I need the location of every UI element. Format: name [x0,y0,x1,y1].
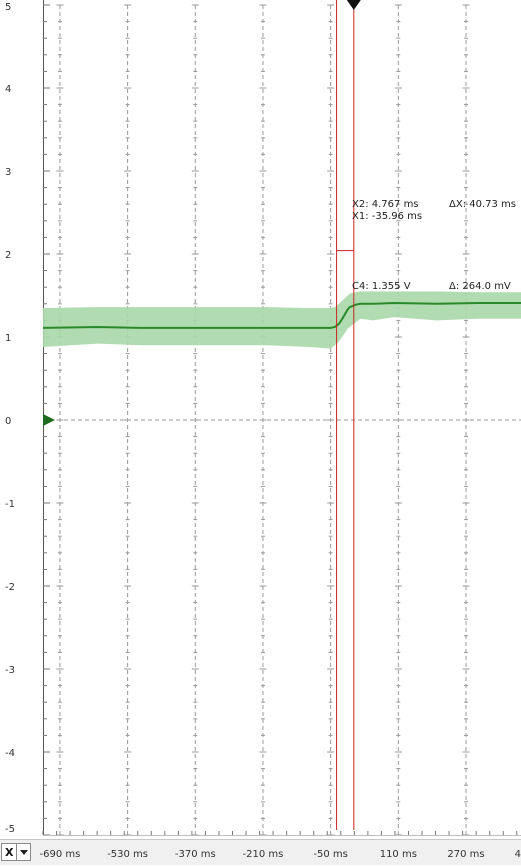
x-tick-label: -530 ms [107,849,148,860]
y-tick-label: 1 [5,333,11,344]
x-tick-labels: -690 ms -530 ms -370 ms -210 ms -50 ms 110 ms… [40,849,521,860]
y-tick-label: -1 [5,499,15,510]
channel-ground-marker-icon[interactable] [43,414,55,426]
readout-x2: X2: 4.767 ms [352,199,419,210]
cursors[interactable] [336,0,355,830]
x-tick-label: 110 ms [380,849,417,860]
axis-selector-dropdown[interactable]: X [1,843,31,861]
chevron-down-icon[interactable] [16,844,30,860]
readout-c4: C4: 1.355 V [352,281,411,292]
trace-line [42,301,521,329]
y-tick-label: 0 [5,416,11,427]
trigger-marker-icon[interactable] [346,0,361,10]
x-tick-label: -690 ms [40,849,81,860]
markers[interactable] [43,0,361,426]
readout-delta-y: Δ: 264.0 mV [449,281,511,292]
y-tick-labels: 5 4 3 2 1 0 -1 -2 -3 -4 -5 [5,2,15,835]
y-tick-label: 3 [5,167,11,178]
y-tick-label: -3 [5,665,15,676]
x-tick-label: -50 ms [313,849,347,860]
cursor-readouts: X2: 4.767 ms X1: -35.96 ms ΔX: 40.73 ms … [352,199,516,292]
signal-trace [42,301,521,329]
x-axis-bar: -690 ms -530 ms -370 ms -210 ms -50 ms 110 ms… [0,839,521,865]
x-tick-label: 270 ms [447,849,484,860]
envelope-band [43,291,521,349]
y-tick-label: -4 [5,748,15,759]
signal-envelope [43,291,521,349]
y-tick-label: 2 [5,250,11,261]
y-tick-label: -2 [5,582,15,593]
x-tick-label: -210 ms [243,849,284,860]
x-tick-label: 4 [515,849,521,860]
y-tick-label: 4 [5,84,11,95]
readout-x1: X1: -35.96 ms [352,211,422,222]
x-tick-label: -370 ms [175,849,216,860]
y-tick-label: -5 [5,824,15,835]
y-tick-label: 5 [5,2,11,13]
axis-selector-label: X [4,845,14,859]
readout-delta-x: ΔX: 40.73 ms [449,199,516,210]
